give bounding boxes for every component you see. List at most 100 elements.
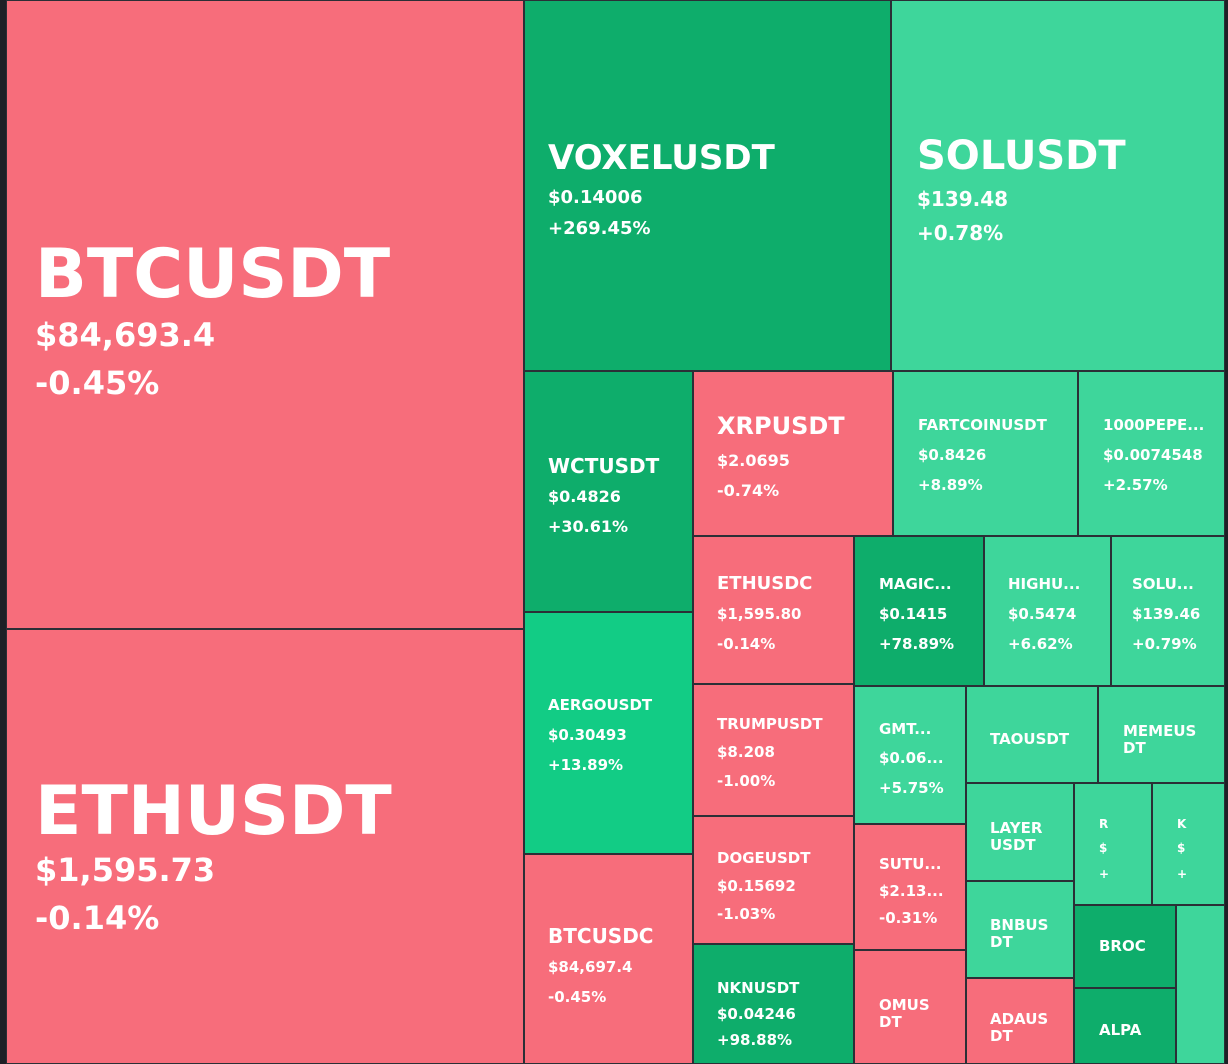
tile-highu[interactable]: HIGHU... $0.5474 +6.62% bbox=[984, 536, 1111, 686]
tile-symbol: GMT... bbox=[879, 720, 932, 738]
tile-btcusdt[interactable]: BTCUSDT $84,693.4 -0.45% bbox=[6, 0, 524, 629]
tile-price: $0.06... bbox=[879, 749, 944, 767]
tile-magic[interactable]: MAGIC... $0.1415 +78.89% bbox=[854, 536, 984, 686]
tile-1000pepe[interactable]: 1000PEPE... $0.0074548 +2.57% bbox=[1078, 371, 1225, 536]
tile-voxelusdt[interactable]: VOXELUSDT $0.14006 +269.45% bbox=[524, 0, 891, 371]
tile-symbol: LAYER USDT bbox=[990, 819, 1043, 855]
tile-nknusdt[interactable]: NKNUSDT $0.04246 +98.88% bbox=[693, 944, 854, 1064]
tile-adausdt[interactable]: ADAUS DT bbox=[966, 978, 1074, 1064]
tile-omusdt[interactable]: OMUS DT bbox=[854, 950, 966, 1064]
tile-symbol: TRUMPUSDT bbox=[717, 715, 823, 733]
tile-change: +30.61% bbox=[548, 517, 629, 536]
tile-change: +6.62% bbox=[1008, 635, 1073, 653]
tile-symbol: ALPA bbox=[1099, 1021, 1142, 1039]
tile-change: +0.79% bbox=[1132, 635, 1197, 653]
tile-change: -0.14% bbox=[717, 635, 776, 653]
tile-price: $0.30493 bbox=[548, 726, 627, 744]
tile-symbol: SOLUSDT bbox=[917, 133, 1126, 179]
tile-ethusdc[interactable]: ETHUSDC $1,595.80 -0.14% bbox=[693, 536, 854, 684]
tile-price: $0.04246 bbox=[717, 1005, 796, 1023]
tile-solu[interactable]: SOLU... $139.46 +0.79% bbox=[1111, 536, 1225, 686]
tile-xrpusdt[interactable]: XRPUSDT $2.0695 -0.74% bbox=[693, 371, 893, 536]
tile-symbol: XRPUSDT bbox=[717, 412, 845, 440]
tile-symbol: OMUS DT bbox=[879, 996, 930, 1032]
tile-symbol: MEMEUS DT bbox=[1123, 722, 1197, 758]
tile-change: +78.89% bbox=[879, 635, 955, 653]
tile-symbol: ADAUS DT bbox=[990, 1010, 1049, 1046]
tile-change: -0.14% bbox=[35, 899, 160, 937]
tile-change: -0.45% bbox=[35, 364, 160, 402]
tile-change: +269.45% bbox=[548, 218, 651, 239]
tile-price: $2.0695 bbox=[717, 451, 790, 470]
tile-sutu[interactable]: SUTU... $2.13... -0.31% bbox=[854, 824, 966, 950]
tile-change: +0.78% bbox=[917, 221, 1004, 245]
tile-solusdt[interactable]: SOLUSDT $139.48 +0.78% bbox=[891, 0, 1225, 371]
tile-symbol: AERGOUSDT bbox=[548, 696, 653, 714]
tile-symbol: BTCUSDC bbox=[548, 924, 654, 948]
tile-symbol: K bbox=[1177, 817, 1187, 831]
tile-change: + bbox=[1099, 867, 1110, 881]
tile-price: $0.5474 bbox=[1008, 605, 1077, 623]
tile-price: $0.0074548 bbox=[1103, 446, 1203, 464]
tile-price: $ bbox=[1177, 841, 1186, 855]
tile-small-r[interactable]: R $ + bbox=[1074, 783, 1152, 905]
tile-broc[interactable]: BROC bbox=[1074, 905, 1176, 988]
tile-bnbusdt[interactable]: BNBUS DT bbox=[966, 881, 1074, 978]
tile-symbol: BROC bbox=[1099, 937, 1146, 955]
tile-change: -0.74% bbox=[717, 481, 780, 500]
tile-change: +2.57% bbox=[1103, 476, 1168, 494]
tile-price: $ bbox=[1099, 841, 1108, 855]
tile-wctusdt[interactable]: WCTUSDT $0.4826 +30.61% bbox=[524, 371, 693, 612]
tile-change: +13.89% bbox=[548, 756, 624, 774]
tile-price: $0.15692 bbox=[717, 877, 796, 895]
tile-change: -0.31% bbox=[879, 909, 938, 927]
tile-symbol: WCTUSDT bbox=[548, 454, 660, 478]
tile-btcusdc[interactable]: BTCUSDC $84,697.4 -0.45% bbox=[524, 854, 693, 1064]
tile-price: $8.208 bbox=[717, 743, 775, 761]
tile-symbol: SOLU... bbox=[1132, 575, 1194, 593]
tile-ethusdt[interactable]: ETHUSDT $1,595.73 -0.14% bbox=[6, 629, 524, 1064]
tile-price: $0.14006 bbox=[548, 187, 643, 208]
tile-symbol: VOXELUSDT bbox=[548, 138, 775, 178]
tile-symbol: FARTCOINUSDT bbox=[918, 416, 1047, 434]
tile-alpa[interactable]: ALPA bbox=[1074, 988, 1176, 1064]
tile-price: $84,697.4 bbox=[548, 958, 633, 976]
tile-trumpusdt[interactable]: TRUMPUSDT $8.208 -1.00% bbox=[693, 684, 854, 816]
tile-symbol: HIGHU... bbox=[1008, 575, 1081, 593]
tile-change: +8.89% bbox=[918, 476, 983, 494]
tile-price: $0.8426 bbox=[918, 446, 987, 464]
tile-price: $0.1415 bbox=[879, 605, 948, 623]
tile-price: $84,693.4 bbox=[35, 316, 216, 354]
tile-symbol: SUTU... bbox=[879, 855, 942, 873]
tile-price: $0.4826 bbox=[548, 487, 621, 506]
tile-symbol: R bbox=[1099, 817, 1109, 831]
tile-symbol: DOGEUSDT bbox=[717, 849, 811, 867]
tile-layerusdt[interactable]: LAYER USDT bbox=[966, 783, 1074, 881]
tile-price: $139.46 bbox=[1132, 605, 1201, 623]
tile-change: +5.75% bbox=[879, 779, 944, 797]
tile-change: + bbox=[1177, 867, 1188, 881]
tile-price: $2.13... bbox=[879, 882, 944, 900]
tile-symbol: 1000PEPE... bbox=[1103, 416, 1205, 434]
tile-memeusdt[interactable]: MEMEUS DT bbox=[1098, 686, 1225, 783]
tile-price: $139.48 bbox=[917, 187, 1009, 211]
tile-symbol: BTCUSDT bbox=[35, 235, 391, 314]
tile-taousdt[interactable]: TAOUSDT bbox=[966, 686, 1098, 783]
tile-symbol: ETHUSDT bbox=[35, 772, 392, 851]
tile-price: $1,595.73 bbox=[35, 851, 216, 889]
tile-symbol: ETHUSDC bbox=[717, 573, 813, 594]
tile-gmt[interactable]: GMT... $0.06... +5.75% bbox=[854, 686, 966, 824]
tile-small-right[interactable] bbox=[1176, 905, 1225, 1064]
tile-fartcoinusdt[interactable]: FARTCOINUSDT $0.8426 +8.89% bbox=[893, 371, 1078, 536]
tile-small-k[interactable]: K $ + bbox=[1152, 783, 1225, 905]
tile-change: +98.88% bbox=[717, 1031, 793, 1049]
tile-change: -0.45% bbox=[548, 988, 607, 1006]
tile-aergousdt[interactable]: AERGOUSDT $0.30493 +13.89% bbox=[524, 612, 693, 854]
tile-symbol: BNBUS DT bbox=[990, 916, 1049, 952]
tile-symbol: TAOUSDT bbox=[990, 730, 1070, 748]
tile-dogeusdt[interactable]: DOGEUSDT $0.15692 -1.03% bbox=[693, 816, 854, 944]
tile-change: -1.00% bbox=[717, 772, 776, 790]
tile-symbol: NKNUSDT bbox=[717, 979, 800, 997]
tile-price: $1,595.80 bbox=[717, 605, 802, 623]
